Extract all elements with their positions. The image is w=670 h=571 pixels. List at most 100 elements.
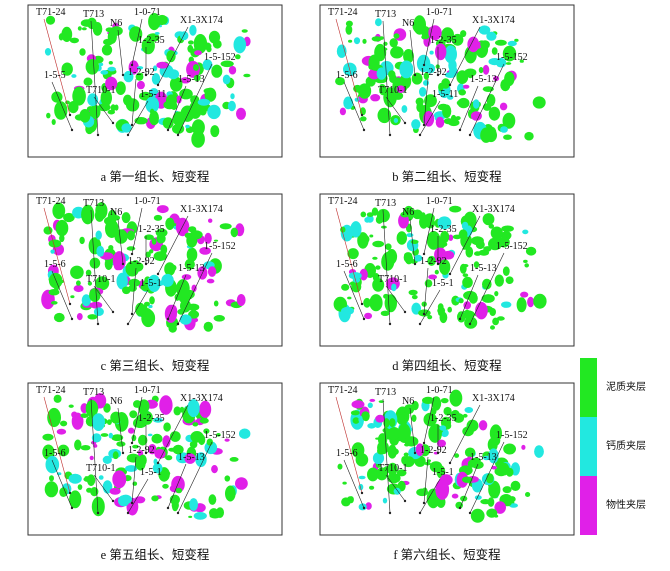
interlayer-blob bbox=[462, 413, 468, 418]
interlayer-blob bbox=[230, 93, 235, 100]
interlayer-blob bbox=[447, 306, 452, 313]
interlayer-blob bbox=[175, 487, 183, 494]
interlayer-blob bbox=[439, 259, 451, 275]
interlayer-blob bbox=[400, 211, 409, 218]
interlayer-blob bbox=[470, 508, 485, 523]
interlayer-blob bbox=[144, 301, 150, 307]
well-label: X1-3X174 bbox=[472, 204, 515, 215]
well-label: 1-2-35 bbox=[430, 413, 457, 424]
interlayer-blob bbox=[149, 249, 154, 254]
well-point bbox=[468, 133, 472, 137]
well-trace bbox=[177, 441, 213, 514]
interlayer-blob bbox=[416, 54, 431, 73]
interlayer-blob bbox=[150, 108, 155, 115]
interlayer-blob bbox=[207, 104, 221, 120]
interlayer-blob bbox=[98, 475, 104, 480]
well-label: 1-0-71 bbox=[134, 196, 161, 207]
interlayer-blob bbox=[180, 31, 189, 41]
interlayer-blob bbox=[49, 475, 54, 482]
well-point bbox=[403, 499, 407, 503]
interlayer-blob bbox=[199, 417, 209, 424]
interlayer-blob bbox=[193, 64, 199, 71]
interlayer-blob bbox=[148, 304, 153, 309]
interlayer-blob bbox=[510, 480, 521, 491]
interlayer-blob bbox=[191, 284, 197, 292]
interlayer-blob bbox=[80, 413, 89, 418]
well-trace bbox=[409, 218, 416, 265]
interlayer-blob bbox=[486, 31, 497, 41]
interlayer-blob bbox=[48, 289, 60, 296]
well-label: 1-5-152 bbox=[204, 241, 236, 252]
interlayer-blob bbox=[472, 424, 479, 429]
interlayer-blob bbox=[376, 67, 387, 80]
interlayer-blob bbox=[375, 18, 382, 27]
well-trace bbox=[90, 209, 99, 325]
interlayer-blob bbox=[50, 249, 55, 254]
interlayer-blob bbox=[136, 80, 145, 90]
well-label: N6 bbox=[402, 207, 414, 218]
interlayer-blob bbox=[388, 70, 396, 79]
interlayer-blob bbox=[191, 130, 205, 148]
interlayer-blob bbox=[60, 420, 68, 427]
interlayer-blob bbox=[454, 453, 460, 458]
interlayer-blob bbox=[377, 441, 389, 455]
well-point bbox=[403, 310, 407, 314]
well-label: 1-2-35 bbox=[138, 35, 165, 46]
interlayer-blob bbox=[203, 42, 212, 50]
well-trace bbox=[409, 29, 416, 76]
interlayer-blob bbox=[105, 219, 119, 238]
interlayer-blob bbox=[225, 485, 236, 502]
interlayer-blob bbox=[188, 40, 194, 45]
interlayer-blob bbox=[534, 445, 544, 458]
well-label: 1-5-1 bbox=[140, 278, 162, 289]
interlayer-blob bbox=[439, 474, 453, 486]
interlayer-blob bbox=[500, 126, 508, 133]
interlayer-blob bbox=[166, 50, 176, 63]
interlayer-blob bbox=[347, 296, 352, 300]
well-point bbox=[422, 252, 426, 256]
interlayer-blob bbox=[509, 503, 518, 508]
well-trace bbox=[449, 404, 481, 464]
well-point bbox=[422, 501, 426, 505]
interlayer-blob bbox=[491, 47, 498, 55]
interlayer-blob bbox=[499, 102, 508, 111]
interlayer-blob bbox=[235, 54, 241, 60]
well-point bbox=[436, 73, 440, 77]
interlayer-blob bbox=[505, 276, 514, 284]
well-trace bbox=[177, 63, 213, 136]
interlayer-blob bbox=[154, 32, 160, 35]
interlayer-blob bbox=[116, 441, 126, 447]
interlayer-blob bbox=[508, 496, 516, 503]
map-panel: T71-24 T713 N6 1-0-71 X1-3X174 1-5-152 1-2-35 1… bbox=[27, 4, 283, 158]
interlayer-blob bbox=[236, 107, 246, 120]
interlayer-blob bbox=[179, 314, 192, 325]
well-label: 1-5-6 bbox=[336, 259, 358, 270]
interlayer-blob bbox=[367, 423, 376, 429]
interlayer-blob bbox=[165, 455, 173, 461]
interlayer-blob bbox=[354, 97, 360, 102]
interlayer-blob bbox=[153, 417, 163, 423]
interlayer-blob bbox=[169, 264, 177, 271]
well-trace bbox=[419, 100, 441, 136]
well-point bbox=[126, 511, 130, 515]
interlayer-blob bbox=[339, 107, 346, 116]
interlayer-blob bbox=[197, 98, 211, 106]
interlayer-blob bbox=[133, 417, 148, 428]
interlayer-blob bbox=[393, 118, 399, 123]
well-point bbox=[418, 322, 422, 326]
interlayer-blob bbox=[145, 251, 151, 258]
interlayer-blob bbox=[108, 432, 114, 439]
well-label: 1-5-6 bbox=[44, 448, 66, 459]
interlayer-blob bbox=[123, 70, 134, 83]
interlayer-blob bbox=[490, 226, 503, 240]
well-label: 1-5-6 bbox=[336, 448, 358, 459]
interlayer-blob bbox=[523, 259, 528, 263]
well-point bbox=[96, 511, 100, 515]
interlayer-blob bbox=[448, 119, 460, 127]
well-point bbox=[362, 317, 366, 321]
interlayer-blob bbox=[100, 89, 113, 107]
interlayer-blob bbox=[91, 496, 105, 517]
well-label: X1-3X174 bbox=[180, 15, 223, 26]
interlayer-blob bbox=[411, 414, 417, 422]
well-trace bbox=[382, 209, 391, 325]
